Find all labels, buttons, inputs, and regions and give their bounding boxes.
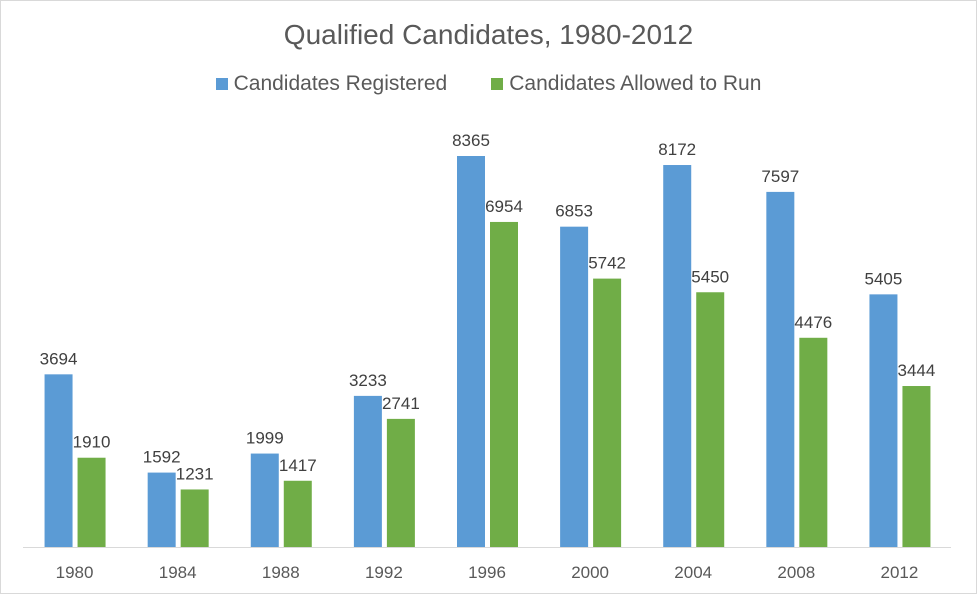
bar-allowed-1992 <box>386 418 415 547</box>
chart-title: Qualified Candidates, 1980-2012 <box>283 19 694 50</box>
bar-registered-1996 <box>457 156 485 547</box>
data-label-registered-2008: 7597 <box>761 167 799 186</box>
data-label-allowed-2012: 3444 <box>898 361 936 380</box>
x-tick-label-2000: 2000 <box>571 563 609 582</box>
bar-registered-1992 <box>353 395 382 547</box>
data-label-allowed-1988: 1417 <box>279 456 317 475</box>
x-tick-label-1980: 1980 <box>56 563 94 582</box>
bar-registered-2000 <box>560 226 589 547</box>
legend: Candidates Registered Candidates Allowed… <box>1 72 976 96</box>
bar-allowed-2004 <box>696 292 725 547</box>
data-label-registered-1992: 3233 <box>349 371 387 390</box>
x-tick-label-2004: 2004 <box>674 563 712 582</box>
bar-allowed-2012 <box>902 386 931 547</box>
bar-registered-2012 <box>869 294 898 547</box>
bar-allowed-2000 <box>593 278 622 547</box>
legend-item-allowed: Candidates Allowed to Run <box>491 72 761 96</box>
bar-allowed-1988 <box>283 480 312 547</box>
data-label-registered-1980: 3694 <box>40 349 78 368</box>
data-label-allowed-2004: 5450 <box>691 267 729 286</box>
data-label-allowed-2000: 5742 <box>588 254 626 273</box>
bar-registered-1988 <box>250 453 279 547</box>
data-label-allowed-1992: 2741 <box>382 394 420 413</box>
data-label-allowed-2008: 4476 <box>794 313 832 332</box>
x-tick-label-1984: 1984 <box>159 563 197 582</box>
x-tick-label-1996: 1996 <box>468 563 506 582</box>
data-label-allowed-1996: 6954 <box>485 197 523 216</box>
x-tick-label-2012: 2012 <box>881 563 919 582</box>
bar-registered-2008 <box>766 191 795 548</box>
bar-allowed-2008 <box>799 337 828 547</box>
bar-registered-1984 <box>147 472 176 547</box>
legend-item-registered: Candidates Registered <box>215 72 448 96</box>
data-label-registered-2000: 6853 <box>555 202 593 221</box>
bar-allowed-1984 <box>180 489 209 547</box>
bar-registered-1980 <box>44 374 73 547</box>
x-tick-label-2008: 2008 <box>777 563 815 582</box>
legend-label-registered: Candidates Registered <box>233 72 448 95</box>
legend-swatch-allowed <box>491 78 504 90</box>
data-label-registered-1988: 1999 <box>246 429 284 448</box>
data-label-allowed-1984: 1231 <box>176 464 214 483</box>
data-label-registered-2012: 5405 <box>865 269 903 288</box>
data-label-registered-1984: 1592 <box>143 448 181 467</box>
data-label-registered-2004: 8172 <box>658 140 696 159</box>
bar-allowed-1996 <box>490 221 518 547</box>
legend-swatch-registered <box>215 78 228 90</box>
data-label-registered-1996: 8365 <box>452 131 490 150</box>
x-tick-labels: 1980 1984 1988 1992 1996 2000 2004 2008 2012 <box>56 563 919 582</box>
data-label-allowed-1980: 1910 <box>73 433 111 452</box>
bar-registered-2004 <box>663 165 692 547</box>
legend-label-allowed: Candidates Allowed to Run <box>509 72 762 95</box>
x-tick-label-1992: 1992 <box>365 563 403 582</box>
bar-allowed-1980 <box>77 457 106 547</box>
x-tick-label-1988: 1988 <box>262 563 300 582</box>
